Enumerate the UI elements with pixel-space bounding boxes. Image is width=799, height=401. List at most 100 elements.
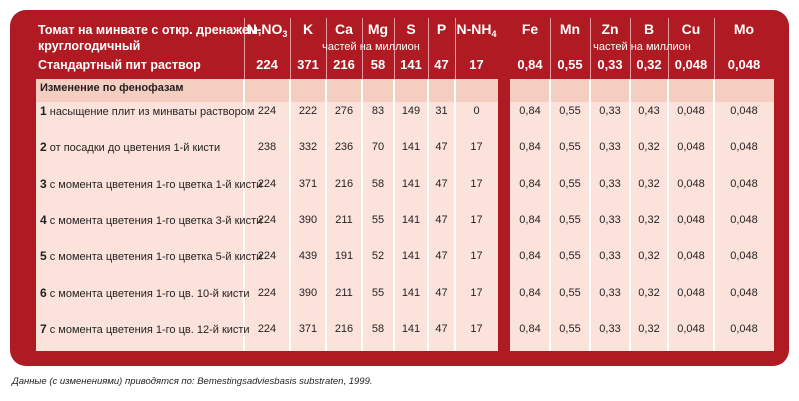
- cell-value: 0,048: [730, 178, 758, 190]
- cell-value: 0,048: [730, 105, 758, 117]
- cell-value: 371: [298, 178, 318, 190]
- standard-solution-label: Стандартный пит раствор: [38, 58, 201, 72]
- cell-value: 0,048: [677, 178, 705, 190]
- column-header: Fe: [521, 21, 539, 37]
- standard-value: 216: [333, 57, 355, 72]
- cell-value: 0,33: [599, 178, 621, 190]
- cell-value: 0,32: [638, 141, 660, 153]
- section-label: Изменение по фенофазам: [40, 82, 184, 94]
- cell-value: 371: [298, 323, 318, 335]
- cell-value: 224: [257, 105, 277, 117]
- cell-value: 0,84: [519, 141, 541, 153]
- cell-value: 0,32: [638, 214, 660, 226]
- column-header: B: [643, 21, 655, 37]
- column-header: N-NH4: [456, 21, 497, 39]
- title-line-1: Томат на минвате с откр. дренажем,: [38, 23, 262, 37]
- cell-value: 0,048: [730, 287, 758, 299]
- cell-value: 0,048: [730, 141, 758, 153]
- cell-value: 0,32: [638, 250, 660, 262]
- cell-value: 58: [371, 323, 385, 335]
- column-divider-body: [325, 79, 327, 351]
- standard-value: 0,048: [727, 57, 761, 72]
- standard-value: 0,55: [557, 57, 583, 72]
- cell-value: 224: [257, 323, 277, 335]
- cell-value: 0,55: [559, 250, 581, 262]
- standard-value: 371: [297, 57, 319, 72]
- cell-value: 141: [401, 323, 421, 335]
- cell-value: 0,048: [730, 214, 758, 226]
- cell-value: 216: [334, 178, 354, 190]
- table-row: 7 с момента цветения 1-го цв. 12-й кисти…: [0, 321, 799, 337]
- cell-value: 0,55: [559, 141, 581, 153]
- column-divider-header: [668, 18, 669, 79]
- title-line-2: круглогодичный: [38, 39, 141, 53]
- column-header: Mn: [559, 21, 581, 37]
- cell-value: 17: [470, 178, 483, 190]
- cell-value: 17: [470, 141, 483, 153]
- standard-value: 58: [370, 57, 386, 72]
- cell-value: 276: [334, 105, 354, 117]
- cell-value: 0,048: [677, 323, 705, 335]
- unit-left: частей на миллион: [322, 41, 420, 53]
- cell-value: 83: [371, 105, 385, 117]
- column-divider-body: [289, 79, 291, 351]
- cell-value: 0,84: [519, 287, 541, 299]
- cell-value: 47: [435, 250, 448, 262]
- cell-value: 47: [435, 287, 448, 299]
- cell-value: 0,84: [519, 323, 541, 335]
- cell-value: 0,84: [519, 214, 541, 226]
- cell-value: 17: [470, 214, 483, 226]
- cell-value: 224: [257, 250, 277, 262]
- cell-value: 58: [371, 178, 385, 190]
- table-title: Томат на минвате с откр. дренажем, кругл…: [38, 22, 261, 54]
- cell-value: 0,33: [599, 287, 621, 299]
- column-divider-header: [326, 18, 327, 79]
- cell-value: 0,84: [519, 178, 541, 190]
- cell-value: 222: [298, 105, 318, 117]
- column-divider-body: [243, 79, 245, 351]
- cell-value: 0,048: [730, 323, 758, 335]
- cell-value: 390: [298, 214, 318, 226]
- column-divider-body: [667, 79, 669, 351]
- cell-value: 0,55: [559, 105, 581, 117]
- column-divider-body: [549, 79, 551, 351]
- cell-value: 47: [435, 323, 448, 335]
- table-row: 5 с момента цветения 1-го цветка 5-й кис…: [0, 248, 799, 264]
- cell-value: 224: [257, 287, 277, 299]
- column-divider-body: [361, 79, 363, 351]
- table-row: 1 насыщение плит из минваты раствором 224…: [0, 103, 799, 119]
- cell-value: 31: [435, 105, 448, 117]
- column-header: K: [302, 21, 314, 37]
- column-divider-header: [394, 18, 395, 79]
- cell-value: 0,048: [677, 250, 705, 262]
- cell-value: 0,048: [677, 214, 705, 226]
- column-divider-body: [454, 79, 456, 351]
- column-divider-body: [393, 79, 395, 351]
- column-header: Zn: [601, 21, 619, 37]
- column-header: S: [406, 21, 416, 37]
- standard-value: 0,84: [517, 57, 543, 72]
- cell-value: 211: [335, 214, 353, 226]
- cell-value: 191: [334, 250, 354, 262]
- column-header: P: [436, 21, 447, 37]
- cell-value: 141: [401, 287, 421, 299]
- cell-value: 0,55: [559, 323, 581, 335]
- footnote: Данные (с изменениями) приводятся по: Be…: [12, 376, 373, 387]
- cell-value: 0,55: [559, 178, 581, 190]
- standard-value: 0,32: [636, 57, 662, 72]
- cell-value: 0,32: [638, 287, 660, 299]
- standard-value: 0,048: [674, 57, 708, 72]
- cell-value: 439: [298, 250, 318, 262]
- cell-value: 0,33: [599, 250, 621, 262]
- column-divider-body: [629, 79, 631, 351]
- column-header: Cu: [681, 21, 701, 37]
- row-label: 2 от посадки до цветения 1-й кисти: [40, 140, 221, 154]
- standard-value: 17: [469, 57, 484, 72]
- cell-value: 390: [298, 287, 318, 299]
- cell-value: 0,43: [638, 105, 660, 117]
- cell-value: 17: [470, 250, 483, 262]
- column-divider-header: [714, 18, 715, 79]
- cell-value: 0,55: [559, 214, 581, 226]
- cell-value: 47: [435, 214, 448, 226]
- cell-value: 0,84: [519, 105, 541, 117]
